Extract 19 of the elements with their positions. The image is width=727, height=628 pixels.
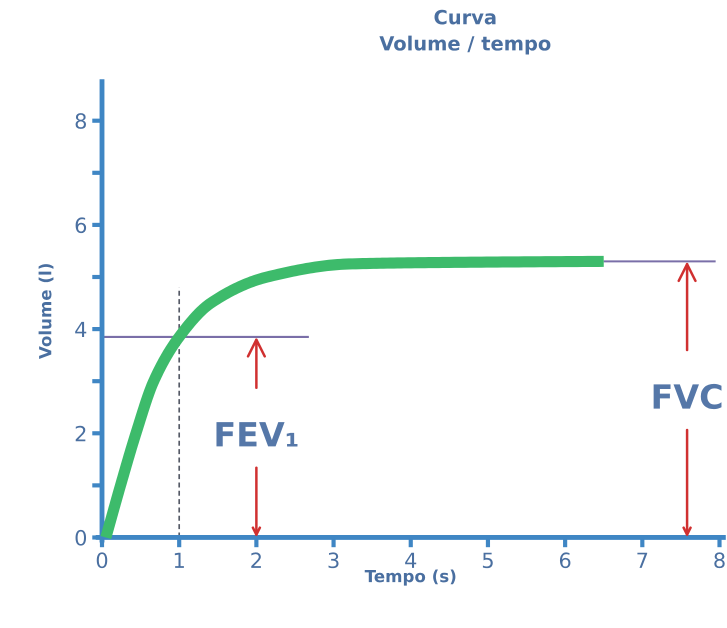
y-tick-label: 6	[76, 217, 86, 234]
y-tick-label: 4	[75, 322, 86, 338]
y-axis-title: Volume (l)	[38, 264, 54, 359]
x-axis-title: Tempo (s)	[364, 569, 456, 586]
y-tick-label: 8	[76, 113, 86, 129]
x-tick-label: 8	[714, 552, 725, 568]
annotation: FVC	[654, 384, 722, 410]
x-tick-label: 6	[560, 552, 570, 568]
y-tick-label: 0	[76, 530, 86, 546]
x-tick-label: 4	[405, 552, 416, 568]
y-tick-label: 2	[76, 426, 86, 442]
x-tick-label: 7	[637, 552, 648, 568]
x-tick-label: 5	[482, 552, 493, 568]
x-tick-label: 0	[96, 552, 108, 568]
x-tick-label: 2	[251, 552, 261, 568]
x-tick-label: 3	[328, 552, 339, 568]
x-tick-label: 1	[174, 552, 184, 568]
annotation: FEV₁	[216, 422, 298, 447]
chart-title: Curva Volume / tempo	[379, 10, 550, 54]
